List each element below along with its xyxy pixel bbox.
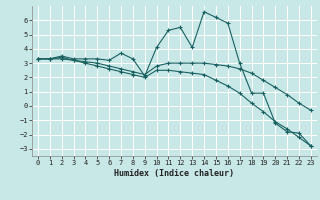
X-axis label: Humidex (Indice chaleur): Humidex (Indice chaleur) bbox=[115, 169, 234, 178]
